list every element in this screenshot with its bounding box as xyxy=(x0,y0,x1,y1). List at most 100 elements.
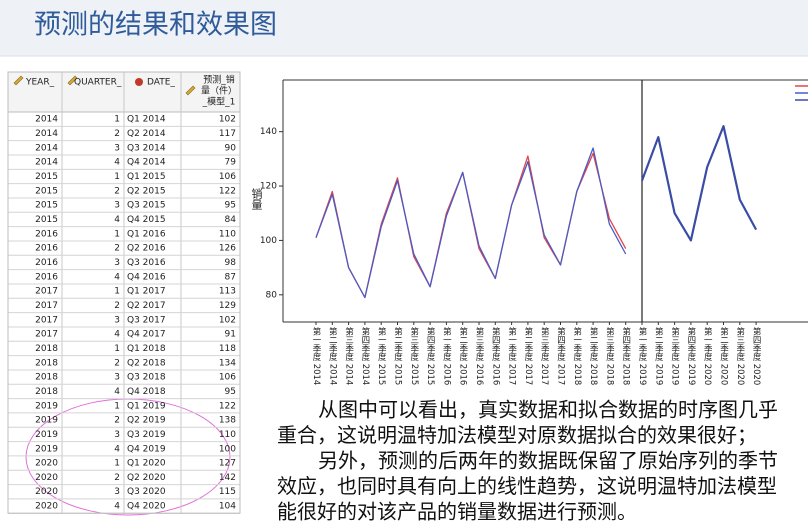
table-cell: 2 xyxy=(114,473,120,483)
table-cell: Q1 2014 xyxy=(127,115,166,125)
table-cell: 4 xyxy=(114,387,120,397)
table-cell: 2 xyxy=(114,301,120,311)
column-header: _模型_1 xyxy=(202,97,236,108)
table-cell: Q1 2020 xyxy=(127,459,166,469)
table-cell: 2018 xyxy=(35,358,58,368)
table-cell: 2015 xyxy=(35,215,58,225)
table-cell: 2018 xyxy=(35,387,58,397)
table-cell: 2016 xyxy=(35,229,58,239)
table-cell: 115 xyxy=(219,487,236,497)
table-cell: 2016 xyxy=(35,272,58,282)
x-tick-label: 第一季度 2017 xyxy=(507,326,517,385)
table-cell: 110 xyxy=(219,229,236,239)
table-cell: 4 xyxy=(114,215,120,225)
table-cell: 2017 xyxy=(35,315,58,325)
y-tick-label: 100 xyxy=(260,236,277,246)
table-cell: 126 xyxy=(219,244,236,254)
x-tick-label: 第一季度 2019 xyxy=(637,326,647,385)
y-tick-label: 80 xyxy=(266,290,278,300)
paragraph-line: 重合，这说明温特加法模型对原数据拟合的效果很好； xyxy=(277,423,757,447)
table-cell: 2018 xyxy=(35,373,58,383)
table-cell: 3 xyxy=(114,258,120,268)
column-icon xyxy=(67,75,78,86)
table-cell: 4 xyxy=(114,158,120,168)
table-cell: 2020 xyxy=(35,459,58,469)
table-cell: 100 xyxy=(219,444,236,454)
table-cell: 117 xyxy=(219,129,236,139)
title: 预测的结果和效果图 xyxy=(34,10,277,41)
table-cell: 2015 xyxy=(35,186,58,196)
series-line xyxy=(640,125,758,242)
table-cell: 2020 xyxy=(35,473,58,483)
table-cell: 2 xyxy=(114,416,120,426)
table-cell: Q4 2014 xyxy=(127,158,166,168)
table-cell: Q3 2020 xyxy=(127,487,166,497)
x-tick-label: 第三季度 2017 xyxy=(539,326,549,385)
table-cell: 2 xyxy=(114,186,120,196)
table-cell: 1 xyxy=(114,459,120,469)
table-cell: 2017 xyxy=(35,330,58,340)
table-cell: Q1 2018 xyxy=(127,344,166,354)
x-tick-label: 第二季度 2014 xyxy=(327,326,337,385)
table-cell: 3 xyxy=(114,487,120,497)
table-cell: 106 xyxy=(219,172,236,182)
x-tick-label: 第四季度 2018 xyxy=(621,326,631,385)
x-tick-label: 第三季度 2020 xyxy=(735,326,745,385)
column-header: DATE_ xyxy=(147,78,175,88)
table-cell: Q2 2016 xyxy=(127,244,166,254)
table-cell: 79 xyxy=(225,158,237,168)
table-cell: 98 xyxy=(225,258,237,268)
table-cell: 1 xyxy=(114,401,120,411)
table-cell: 2016 xyxy=(35,258,58,268)
table-cell: 2 xyxy=(114,129,120,139)
table-cell: Q4 2018 xyxy=(127,387,166,397)
table-cell: 2019 xyxy=(35,444,58,454)
table-cell: 1 xyxy=(114,287,120,297)
x-tick-label: 第三季度 2016 xyxy=(474,326,484,385)
table-cell: Q3 2014 xyxy=(127,143,166,153)
table-cell: 122 xyxy=(219,186,236,196)
table-cell: 3 xyxy=(114,373,120,383)
table-cell: Q2 2019 xyxy=(127,416,166,426)
table-cell: 3 xyxy=(114,201,120,211)
table-cell: 122 xyxy=(219,401,236,411)
table-cell: 127 xyxy=(219,459,236,469)
table-cell: Q2 2017 xyxy=(127,301,166,311)
table-cell: Q4 2019 xyxy=(127,444,166,454)
table-cell: 2014 xyxy=(35,115,58,125)
x-tick-label: 第一季度 2014 xyxy=(311,326,321,385)
x-tick-label: 第四季度 2015 xyxy=(425,326,435,385)
table-cell: 2014 xyxy=(35,129,58,139)
x-tick-label: 第二季度 2019 xyxy=(653,326,663,385)
table-cell: 4 xyxy=(114,330,120,340)
table-cell: 102 xyxy=(219,315,236,325)
x-tick-label: 第一季度 2015 xyxy=(376,326,386,385)
table-cell: 2020 xyxy=(35,502,58,512)
table-cell: Q1 2019 xyxy=(127,401,166,411)
x-tick-label: 第二季度 2017 xyxy=(523,326,533,385)
table-cell: Q1 2016 xyxy=(127,229,166,239)
series-line xyxy=(315,147,627,299)
paragraph-line: 另外，预测的后两年的数据既保留了原始序列的季节 xyxy=(318,449,778,473)
x-tick-label: 第二季度 2020 xyxy=(719,326,729,385)
table-cell: 4 xyxy=(114,502,120,512)
table-cell: 2019 xyxy=(35,401,58,411)
x-tick-label: 第二季度 2018 xyxy=(588,326,598,385)
table-cell: 87 xyxy=(225,272,236,282)
x-tick-label: 第四季度 2014 xyxy=(360,326,370,385)
table-cell: 1 xyxy=(114,229,120,239)
table-cell: 134 xyxy=(219,358,236,368)
table-cell: 90 xyxy=(225,143,237,153)
x-tick-label: 第三季度 2018 xyxy=(604,326,614,385)
table-cell: Q1 2017 xyxy=(127,287,166,297)
table-cell: Q3 2015 xyxy=(127,201,166,211)
table-cell: 3 xyxy=(114,430,120,440)
column-header: QUARTER_ xyxy=(74,78,122,88)
table-cell: 2019 xyxy=(35,416,58,426)
table-cell: Q2 2018 xyxy=(127,358,166,368)
table-cell: Q3 2016 xyxy=(127,258,166,268)
table-cell: 95 xyxy=(225,387,236,397)
table-cell: 4 xyxy=(114,272,120,282)
x-tick-label: 第二季度 2016 xyxy=(458,326,468,385)
